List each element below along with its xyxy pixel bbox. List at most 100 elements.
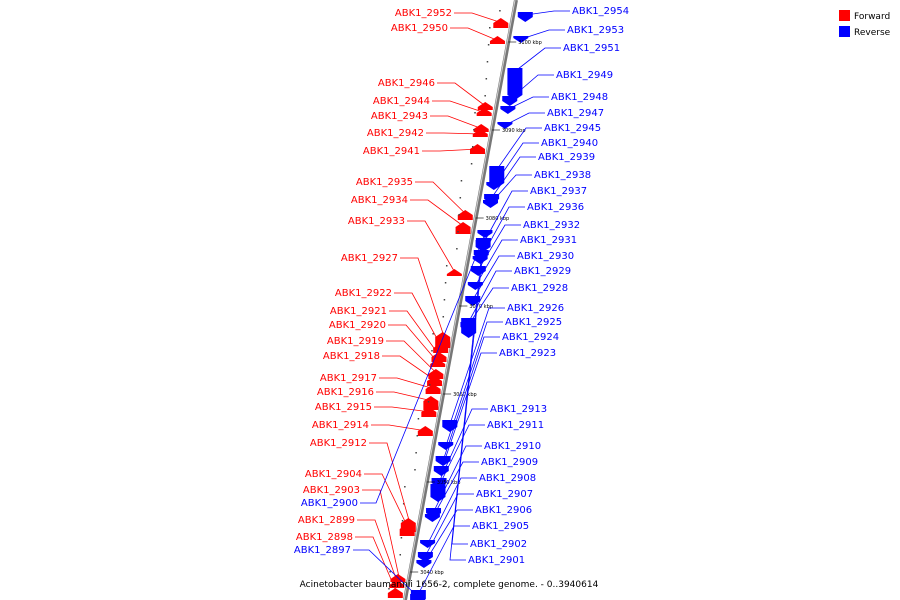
- minor-feature-mark: [471, 146, 474, 148]
- reverse-gene-label: ABK1_2953: [567, 25, 624, 36]
- minor-feature-mark: [431, 350, 433, 352]
- reverse-leader-line: [445, 321, 503, 446]
- reverse-gene-label: ABK1_2928: [511, 283, 568, 294]
- reverse-gene-label: ABK1_2897: [294, 545, 351, 556]
- reverse-gene-label: ABK1_2939: [538, 152, 595, 163]
- backbone-layer: [403, 0, 518, 600]
- reverse-gene-label: ABK1_2925: [505, 317, 562, 328]
- reverse-leader-line: [505, 112, 545, 126]
- gene-layer: [387, 10, 533, 600]
- reverse-leader-line: [449, 252, 483, 561]
- reverse-gene-label: ABK1_2923: [499, 348, 556, 359]
- reverse-leader-line: [521, 29, 565, 40]
- reverse-leader-line: [468, 270, 512, 322]
- forward-gene-3: [476, 108, 492, 116]
- reverse-leader-line: [449, 307, 505, 424]
- legend-forward-swatch: [839, 10, 850, 21]
- reverse-gene-19: [435, 456, 451, 466]
- reverse-leader-line: [496, 127, 542, 170]
- reverse-gene-label: ABK1_2924: [502, 332, 559, 343]
- reverse-leader-line: [478, 224, 521, 270]
- reverse-gene-label: ABK1_2930: [517, 251, 574, 262]
- forward-gene-label: ABK1_2950: [391, 23, 448, 34]
- reverse-gene-22: [430, 484, 446, 502]
- reverse-gene-label: ABK1_2948: [551, 92, 608, 103]
- reverse-gene-16: [460, 322, 476, 332]
- legend-reverse-swatch: [839, 26, 850, 37]
- minor-feature-mark: [470, 163, 473, 165]
- tick-label: 3040 kbp: [420, 570, 444, 576]
- backbone-highlight: [403, 0, 516, 600]
- minor-feature-mark: [389, 571, 391, 573]
- forward-gene-label: ABK1_2914: [312, 420, 369, 431]
- forward-leader-line: [400, 257, 445, 338]
- forward-gene-label: ABK1_2920: [329, 320, 386, 331]
- reverse-leader-line: [443, 336, 500, 460]
- reverse-gene-label: ABK1_2913: [490, 404, 547, 415]
- forward-gene-15: [427, 376, 443, 386]
- reverse-gene-label: ABK1_2937: [530, 186, 587, 197]
- reverse-leader-line: [472, 255, 515, 300]
- minor-feature-mark: [428, 384, 431, 386]
- forward-leader-line: [371, 424, 427, 432]
- forward-leader-line: [454, 12, 503, 24]
- reverse-gene-label: ABK1_2936: [527, 202, 584, 213]
- minor-feature-mark: [474, 112, 476, 114]
- reverse-gene-label: ABK1_2954: [572, 6, 629, 17]
- tick-label: 3100 kbp: [518, 40, 542, 46]
- reverse-leader-line: [490, 174, 532, 204]
- forward-gene-label: ABK1_2952: [395, 8, 452, 19]
- forward-leader-line: [379, 377, 435, 390]
- reverse-gene-label: ABK1_2902: [470, 539, 527, 550]
- reverse-gene-9: [483, 200, 498, 208]
- forward-gene-label: ABK1_2916: [317, 387, 374, 398]
- reverse-leader-line: [360, 232, 486, 504]
- forward-gene-23: [389, 580, 405, 588]
- forward-gene-0: [493, 18, 509, 28]
- forward-gene-label: ABK1_2922: [335, 288, 392, 299]
- reverse-gene-7: [486, 182, 502, 190]
- forward-leader-line: [394, 292, 443, 349]
- forward-gene-label: ABK1_2912: [310, 438, 367, 449]
- minor-feature-mark: [400, 537, 403, 539]
- forward-leader-line: [386, 340, 438, 375]
- reverse-leader-line: [491, 156, 536, 198]
- forward-leader-line: [388, 324, 440, 365]
- forward-leader-line: [410, 199, 465, 228]
- reverse-gene-label: ABK1_2945: [544, 123, 601, 134]
- minor-feature-mark: [399, 554, 402, 556]
- reverse-leader-line: [441, 352, 497, 470]
- reverse-leader-line: [438, 424, 485, 488]
- forward-gene-24: [387, 588, 403, 598]
- legend: Forward Reverse: [839, 10, 891, 38]
- forward-leader-line: [437, 82, 488, 108]
- forward-gene-label: ABK1_2943: [371, 111, 428, 122]
- reverse-leader-line: [509, 74, 554, 100]
- reverse-leader-line: [480, 206, 525, 260]
- forward-gene-9: [446, 269, 462, 276]
- minor-feature-mark: [499, 10, 501, 12]
- tick-label: 3080 kbp: [486, 216, 510, 222]
- minor-feature-mark: [444, 282, 447, 284]
- forward-gene-label: ABK1_2935: [356, 177, 413, 188]
- label-layer: ABK1_2952 ABK1_2950 ABK1_2946 ABK1_2944 ABK1…: [294, 6, 629, 598]
- forward-leader-line: [407, 220, 457, 275]
- forward-leader-line: [369, 442, 411, 524]
- reverse-leader-line: [432, 461, 479, 518]
- minor-feature-mark: [489, 27, 491, 29]
- reverse-gene-27: [416, 560, 432, 568]
- forward-leader-line: [426, 132, 482, 135]
- reverse-leader-line: [515, 47, 561, 72]
- minor-feature-mark: [460, 180, 463, 182]
- forward-leader-line: [415, 181, 468, 216]
- forward-leader-line: [364, 473, 410, 530]
- minor-feature-mark: [458, 214, 460, 216]
- forward-gene-label: ABK1_2918: [323, 351, 380, 362]
- forward-gene-label: ABK1_2934: [351, 195, 408, 206]
- forward-gene-label: ABK1_2919: [327, 336, 384, 347]
- minor-feature-mark: [457, 231, 459, 233]
- forward-gene-label: ABK1_2898: [296, 532, 353, 543]
- forward-gene-21: [399, 524, 415, 536]
- reverse-gene-label: ABK1_2910: [484, 441, 541, 452]
- reverse-gene-label: ABK1_2907: [476, 489, 533, 500]
